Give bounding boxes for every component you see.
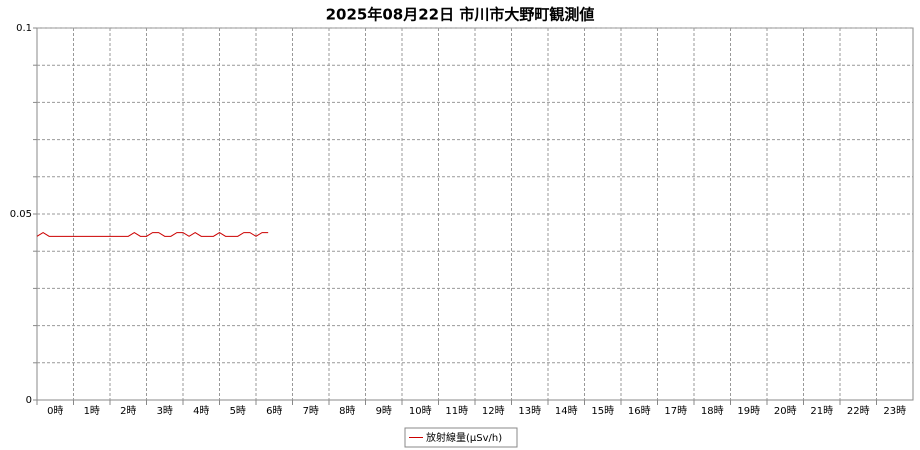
x-tick-label: 9時: [376, 405, 392, 417]
x-tick-label: 16時: [628, 405, 651, 417]
x-tick-label: 18時: [701, 405, 724, 417]
x-tick-label: 0時: [47, 405, 63, 417]
y-tick-label: 0.05: [10, 209, 32, 220]
x-tick-label: 15時: [591, 405, 614, 417]
x-tick-label: 6時: [266, 405, 282, 417]
x-tick-label: 20時: [774, 405, 797, 417]
x-tick-label: 8時: [339, 405, 355, 417]
y-tick-label: 0: [26, 395, 32, 406]
x-tick-label: 1時: [84, 405, 100, 417]
x-tick-label: 23時: [883, 405, 906, 417]
x-tick-label: 3時: [157, 405, 173, 417]
x-tick-label: 11時: [445, 405, 468, 417]
legend-label: 放射線量(μSv/h): [426, 431, 502, 444]
x-tick-label: 12時: [482, 405, 505, 417]
x-tick-label: 21時: [810, 405, 833, 417]
legend-box: [404, 427, 518, 448]
y-tick-label: 0.1: [16, 23, 32, 34]
x-tick-label: 14時: [555, 405, 578, 417]
x-tick-label: 10時: [409, 405, 432, 417]
data-line: [36, 232, 269, 237]
x-tick-label: 5時: [230, 405, 246, 417]
x-tick-label: 7時: [303, 405, 319, 417]
x-tick-label: 19時: [737, 405, 760, 417]
chart-title: 2025年08月22日 市川市大野町観測値: [326, 6, 595, 24]
x-tick-label: 4時: [193, 405, 209, 417]
x-tick-label: 22時: [847, 405, 870, 417]
x-tick-label: 13時: [518, 405, 541, 417]
x-tick-label: 17時: [664, 405, 687, 417]
x-tick-label: 2時: [120, 405, 136, 417]
